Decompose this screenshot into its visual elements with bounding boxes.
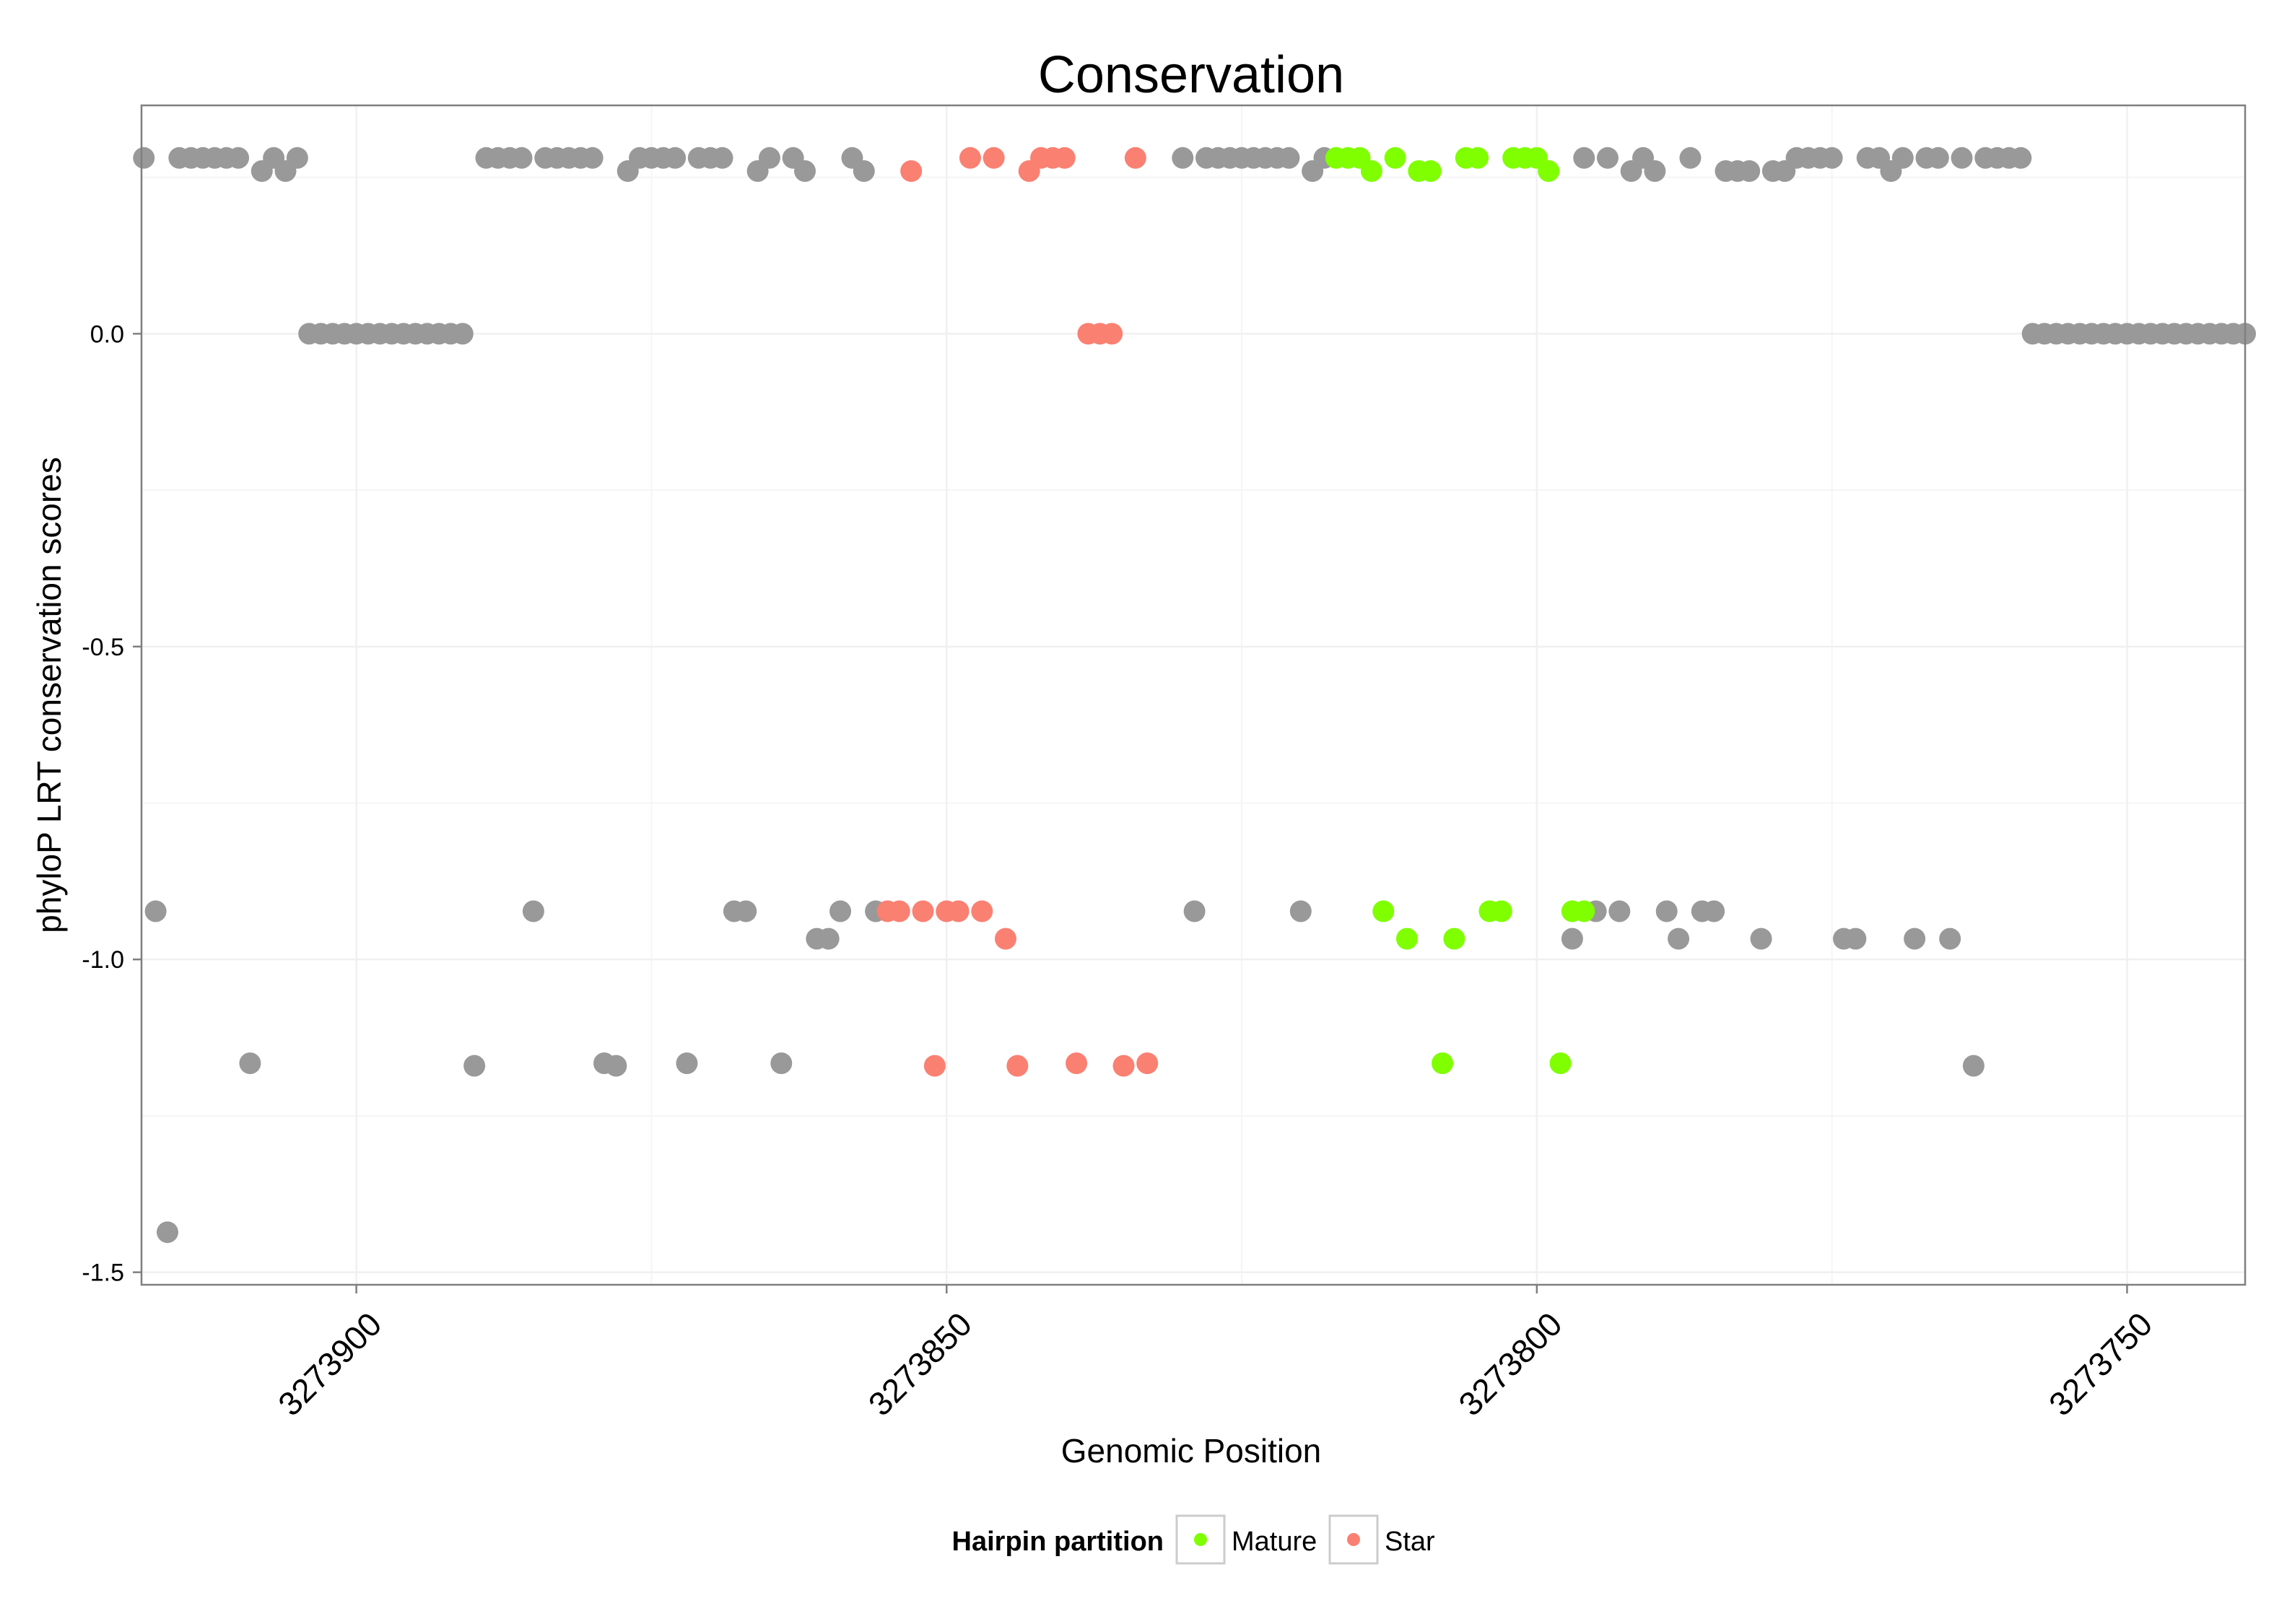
data-point-other	[1927, 147, 1949, 169]
data-point-mature	[1360, 160, 1382, 183]
data-point-other	[463, 1055, 486, 1077]
data-point-mature	[1419, 160, 1442, 183]
data-point-star	[971, 900, 993, 922]
data-point-other	[1278, 147, 1300, 169]
data-point-other	[1183, 900, 1206, 922]
data-point-other	[510, 147, 533, 169]
x-tick-label: 3273900	[271, 1305, 388, 1423]
data-point-other	[605, 1055, 627, 1077]
data-point-star	[947, 900, 970, 922]
data-point-other	[1703, 900, 1725, 922]
x-axis-title: Genomic Position	[1061, 1432, 1322, 1470]
data-point-mature	[1573, 900, 1595, 922]
data-point-star	[900, 160, 923, 183]
legend: Hairpin partition Mature Star	[952, 1514, 1435, 1565]
y-tick-label: -0.5	[82, 634, 124, 661]
data-point-other	[758, 147, 780, 169]
data-point-other	[144, 900, 167, 922]
data-point-other	[1844, 927, 1867, 950]
data-point-other	[522, 900, 544, 922]
data-point-other	[286, 147, 308, 169]
y-tick-label: 0.0	[90, 320, 124, 348]
x-tick-label: 3273750	[2042, 1305, 2159, 1423]
data-point-star	[1124, 147, 1146, 169]
data-point-mature	[1384, 147, 1406, 169]
data-point-other	[1573, 147, 1595, 169]
data-point-star	[923, 1055, 946, 1077]
data-point-star	[912, 900, 934, 922]
legend-swatch-mature	[1194, 1533, 1207, 1546]
data-point-star	[888, 900, 910, 922]
data-point-star	[1136, 1052, 1159, 1075]
data-point-star	[983, 147, 1005, 169]
data-point-other	[1608, 900, 1631, 922]
x-tick-label: 3273850	[861, 1305, 979, 1423]
data-point-other	[133, 147, 155, 169]
data-point-mature	[1490, 900, 1512, 922]
data-point-other	[2010, 147, 2032, 169]
y-tick-label: -1.5	[82, 1260, 124, 1287]
plot-panel	[141, 105, 2245, 1285]
legend-swatch-star	[1347, 1533, 1360, 1546]
data-point-other	[1891, 147, 1914, 169]
data-point-other	[794, 160, 816, 183]
x-tick-label: 3273800	[1451, 1305, 1569, 1423]
data-point-mature	[1395, 927, 1418, 950]
data-point-other	[1951, 147, 1973, 169]
data-point-other	[1750, 927, 1772, 950]
data-point-star	[959, 147, 981, 169]
data-point-mature	[1538, 160, 1560, 183]
y-axis: 0.0 -0.5 -1.0 -1.5	[82, 320, 141, 1287]
data-point-other	[1561, 927, 1583, 950]
data-point-other	[829, 900, 852, 922]
data-point-other	[853, 160, 875, 183]
data-point-star	[1112, 1055, 1135, 1077]
data-point-other	[1962, 1055, 1985, 1077]
data-point-other	[1821, 147, 1843, 169]
data-point-other	[770, 1052, 793, 1075]
data-point-other	[1172, 147, 1194, 169]
data-point-other	[817, 927, 840, 950]
data-point-mature	[1372, 900, 1395, 922]
data-point-star	[995, 927, 1016, 950]
data-point-other	[1679, 147, 1702, 169]
chart-title: Conservation	[1038, 46, 1344, 104]
data-point-other	[1644, 160, 1666, 183]
data-point-other	[1904, 927, 1926, 950]
data-point-other	[239, 1052, 261, 1075]
data-point-mature	[1443, 927, 1465, 950]
data-point-other	[664, 147, 687, 169]
data-point-mature	[1467, 147, 1489, 169]
grid-major-lines	[141, 105, 2245, 1285]
data-point-mature	[1549, 1052, 1572, 1075]
data-point-other	[1939, 927, 1961, 950]
data-point-other	[676, 1052, 698, 1075]
data-point-star	[1053, 147, 1076, 169]
data-point-other	[1596, 147, 1619, 169]
data-point-mature	[1432, 1052, 1454, 1075]
y-tick-label: -1.0	[82, 946, 124, 974]
legend-label-star: Star	[1385, 1527, 1435, 1557]
plot-panel-border	[140, 104, 2247, 1286]
legend-label-mature: Mature	[1232, 1527, 1317, 1557]
data-point-other	[1655, 900, 1678, 922]
data-point-other	[581, 147, 604, 169]
data-point-other	[227, 147, 250, 169]
data-point-other	[156, 1221, 178, 1244]
data-point-other	[1738, 160, 1761, 183]
data-point-other	[711, 147, 733, 169]
data-point-star	[1006, 1055, 1029, 1077]
legend-title: Hairpin partition	[952, 1527, 1164, 1557]
x-axis: 3273900 3273850 3273800 3273750	[271, 1285, 2159, 1423]
data-points	[133, 147, 2256, 1244]
data-point-other	[735, 900, 757, 922]
data-point-other	[1289, 900, 1312, 922]
data-point-other	[451, 323, 474, 345]
data-point-star	[1066, 1052, 1088, 1075]
y-axis-title: phyloP LRT conservation scores	[30, 457, 68, 933]
grid-minor-lines	[141, 105, 2245, 1285]
data-point-other	[1668, 927, 1690, 950]
data-point-star	[1101, 323, 1123, 345]
